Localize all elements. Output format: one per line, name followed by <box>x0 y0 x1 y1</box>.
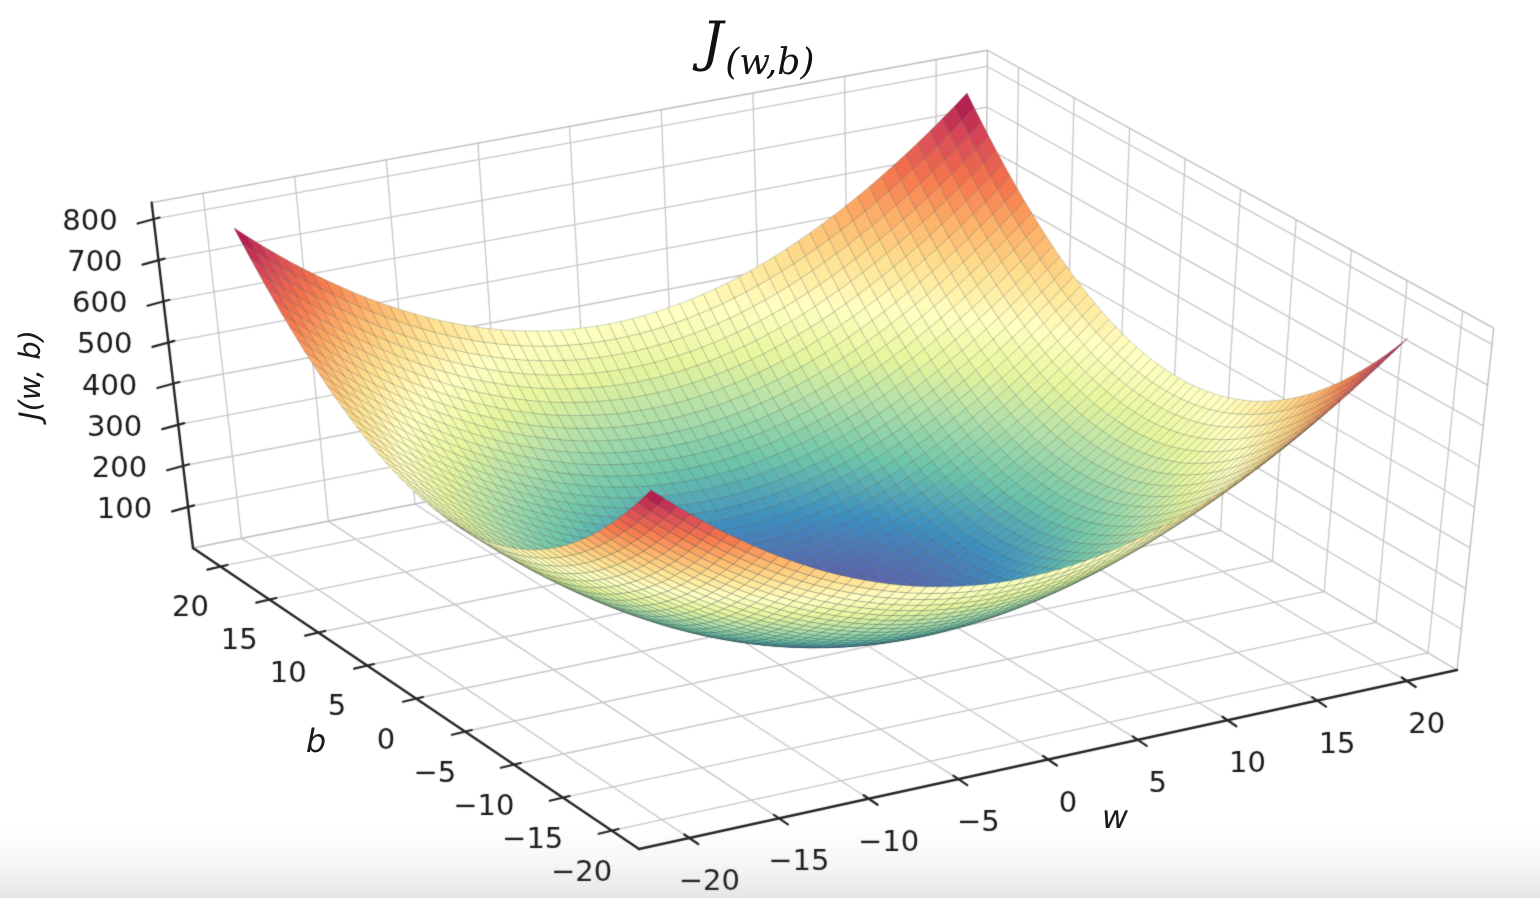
plot-title-main: J <box>701 10 724 73</box>
plot-title: J(w,b) <box>0 10 1527 83</box>
y-axis-label: b <box>305 722 327 760</box>
x-axis-label: w <box>1101 798 1129 836</box>
plot-title-subscript: (w,b) <box>725 42 815 83</box>
z-axis-label: J(w, b) <box>13 330 47 420</box>
